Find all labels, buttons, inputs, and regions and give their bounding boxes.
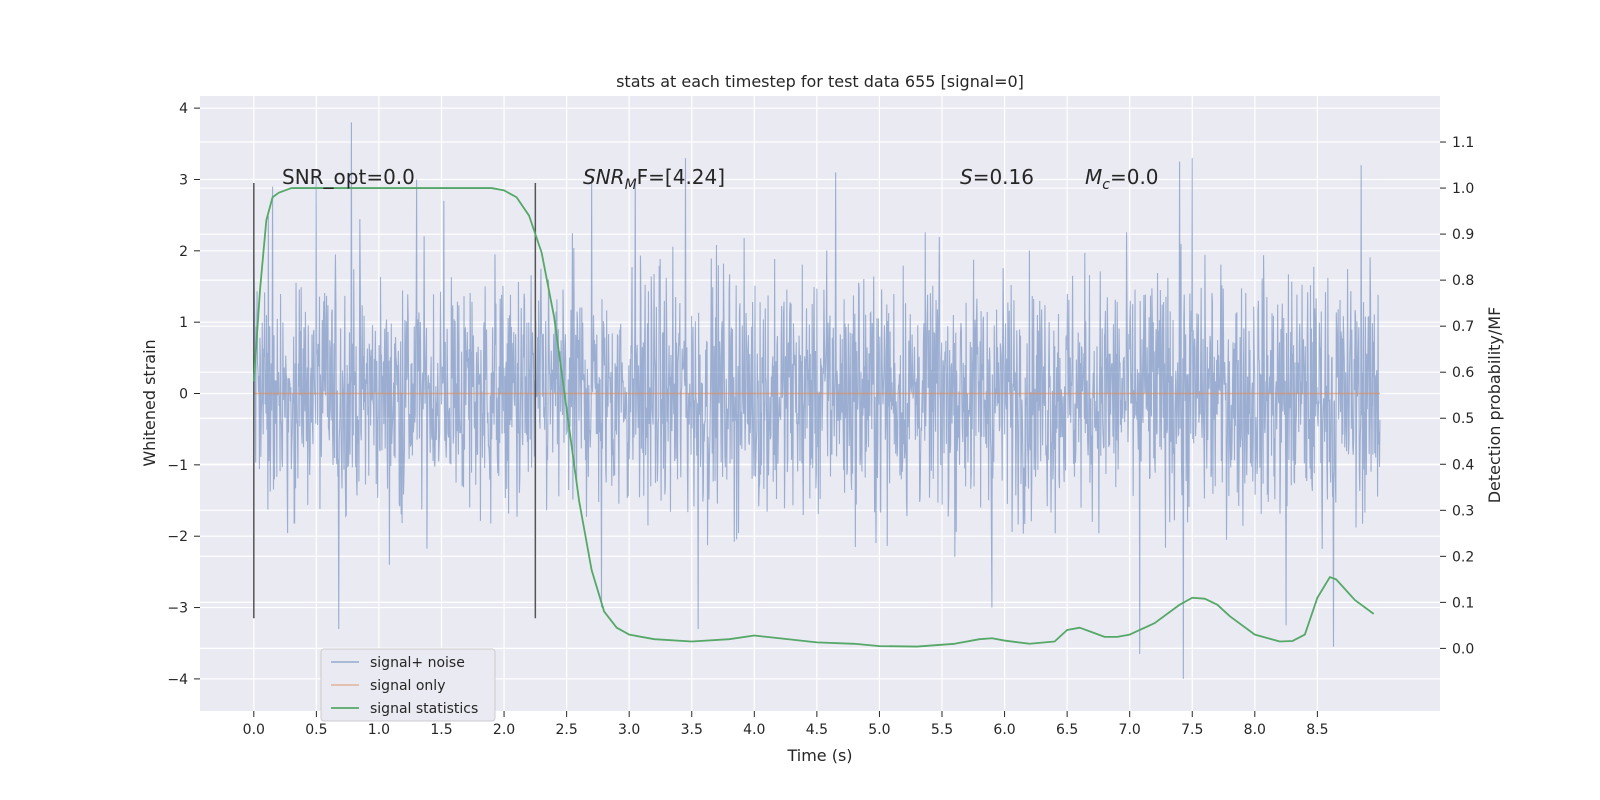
chart-title: stats at each timestep for test data 655… xyxy=(616,72,1024,91)
y2-tick-label: 0.7 xyxy=(1452,319,1474,335)
x-tick-label: 0.0 xyxy=(243,722,265,738)
vertical-markers xyxy=(253,183,537,619)
annotation-snr-mf-main: SNR xyxy=(583,165,625,189)
annotation-mc-var: M xyxy=(1085,165,1102,189)
x-tick-label: 5.5 xyxy=(931,722,953,738)
y2-tick-label: 0.2 xyxy=(1452,549,1474,565)
y-tick-label: 0 xyxy=(179,387,188,403)
x-axis-ticks: 0.0 0.5 1.0 1.5 2.0 2.5 3.0 3.5 4.0 4.5 5.0 5.5 6.0 6… xyxy=(243,711,1329,738)
annotation-s: S=0.16 xyxy=(960,165,1034,189)
x-tick-label: 7.5 xyxy=(1181,722,1203,738)
annotation-snr-opt: SNR_opt=0.0 xyxy=(282,165,415,189)
y-tick-label: 3 xyxy=(179,172,188,188)
x-tick-label: 6.0 xyxy=(993,722,1015,738)
annotation-mc-rest: =0.0 xyxy=(1110,165,1159,189)
annotation-snr-mf-rest: F=[4.24] xyxy=(637,165,725,189)
x-tick-label: 7.0 xyxy=(1119,722,1141,738)
legend-label-stats: signal statistics xyxy=(370,701,478,717)
annotation-s-rest: =0.16 xyxy=(973,165,1034,189)
y-tick-label: −3 xyxy=(167,601,188,617)
y-axis-ticks: 4 3 2 1 0 −1 −2 −3 −4 xyxy=(167,101,200,688)
y2-tick-label: 1.1 xyxy=(1452,135,1474,151)
annotation-snr-mf: SNRMF=[4.24] xyxy=(583,165,725,193)
y-tick-label: −4 xyxy=(167,672,188,688)
y2-tick-label: 0.4 xyxy=(1452,457,1474,473)
annotation-mc: Mc=0.0 xyxy=(1085,165,1159,193)
stats-trace xyxy=(252,187,1375,648)
x-tick-label: 8.5 xyxy=(1306,722,1328,738)
x-tick-label: 2.0 xyxy=(493,722,515,738)
legend: signal+ noise signal only signal statist… xyxy=(320,648,496,722)
x-tick-label: 4.0 xyxy=(743,722,765,738)
x-tick-label: 2.5 xyxy=(555,722,577,738)
x-tick-label: 3.0 xyxy=(618,722,640,738)
x-tick-label: 3.5 xyxy=(681,722,703,738)
annotation-s-var: S xyxy=(960,165,973,189)
x-tick-label: 0.5 xyxy=(305,722,327,738)
noise-series xyxy=(253,122,1381,679)
x-tick-label: 8.0 xyxy=(1244,722,1266,738)
annotation-mc-sub: c xyxy=(1102,177,1110,193)
legend-label-noise: signal+ noise xyxy=(370,655,465,671)
x-tick-label: 1.0 xyxy=(368,722,390,738)
y-tick-label: 2 xyxy=(179,244,188,260)
legend-box xyxy=(320,648,496,722)
y2-tick-label: 0.3 xyxy=(1452,503,1474,519)
x-axis-label: Time (s) xyxy=(786,746,852,765)
y2-tick-label: 1.0 xyxy=(1452,181,1474,197)
y2-tick-label: 0.1 xyxy=(1452,595,1474,611)
stats-series xyxy=(252,187,1375,648)
y-tick-label: −1 xyxy=(167,458,188,474)
x-tick-label: 5.0 xyxy=(868,722,890,738)
annotations: SNR_opt=0.0 SNRMF=[4.24] S=0.16 Mc=0.0 xyxy=(282,165,1159,193)
y2-axis-ticks: 1.1 1.0 0.9 0.8 0.7 0.6 0.5 0.4 0.3 0.2 0.1 0.0 xyxy=(1440,135,1474,657)
x-tick-label: 4.5 xyxy=(806,722,828,738)
y2-tick-label: 0.9 xyxy=(1452,227,1474,243)
legend-label-signal: signal only xyxy=(370,678,445,694)
annotation-snr-mf-sub: M xyxy=(625,177,637,193)
y-tick-label: −2 xyxy=(167,529,188,545)
y-tick-label: 4 xyxy=(179,101,188,117)
x-tick-label: 6.5 xyxy=(1056,722,1078,738)
y-tick-label: 1 xyxy=(179,315,188,331)
noise-trace xyxy=(253,122,1381,679)
x-tick-label: 1.5 xyxy=(430,722,452,738)
y2-tick-label: 0.8 xyxy=(1452,273,1474,289)
y-axis-label: Whitened strain xyxy=(140,339,159,466)
y2-axis-label: Detection probability/MF xyxy=(1485,307,1504,504)
y2-tick-label: 0.6 xyxy=(1452,365,1474,381)
y2-tick-label: 0.5 xyxy=(1452,411,1474,427)
y2-tick-label: 0.0 xyxy=(1452,641,1474,657)
